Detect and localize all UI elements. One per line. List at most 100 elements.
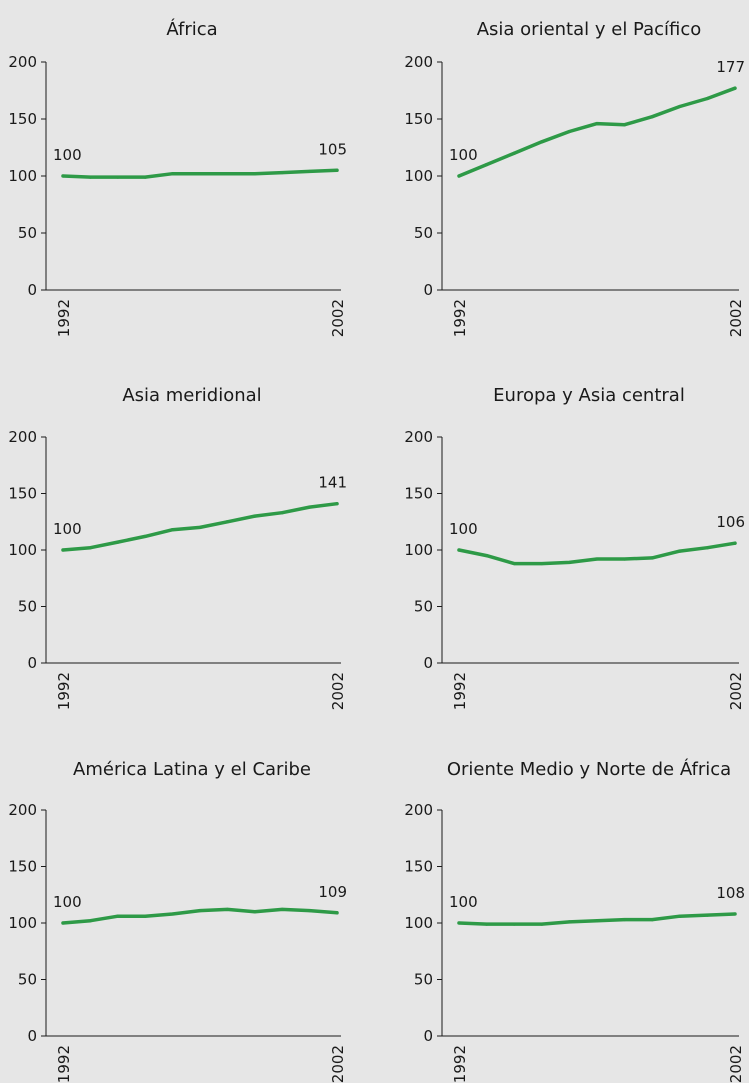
- chart-title: Asia oriental y el Pacífico: [477, 19, 702, 40]
- data-point: [733, 541, 737, 545]
- chart-title: Europa y Asia central: [493, 385, 685, 406]
- y-tick-label: 100: [404, 541, 433, 559]
- start-value-label: 100: [449, 146, 478, 164]
- y-tick-label: 200: [404, 801, 433, 819]
- end-value-label: 141: [318, 474, 347, 492]
- y-tick-label: 150: [8, 110, 37, 128]
- data-point: [88, 546, 92, 550]
- chart-panel: Europa y Asia central 0 50 100 150 200 1992 200…: [404, 385, 745, 710]
- data-point: [280, 511, 284, 515]
- data-point: [650, 918, 654, 922]
- series-line: [457, 86, 737, 178]
- data-point: [512, 922, 516, 926]
- start-value-label: 100: [449, 893, 478, 911]
- data-point: [198, 525, 202, 530]
- y-tick-label: 100: [8, 914, 37, 932]
- y-tick-label: 200: [8, 428, 37, 446]
- data-point: [623, 918, 627, 922]
- end-value-label: 105: [318, 140, 347, 158]
- y-tick-label: 0: [27, 281, 37, 299]
- data-point: [143, 534, 147, 539]
- data-point: [595, 919, 599, 923]
- x-tick-label: 2002: [727, 672, 745, 710]
- data-point: [623, 557, 627, 561]
- data-point: [308, 505, 312, 509]
- x-tick-label: 1992: [451, 672, 469, 710]
- data-point: [540, 140, 544, 144]
- data-point: [595, 557, 599, 561]
- data-point: [705, 913, 710, 917]
- data-point: [61, 174, 65, 178]
- start-value-label: 100: [53, 146, 82, 164]
- start-value-label: 100: [53, 893, 82, 911]
- x-tick-label: 2002: [329, 1045, 347, 1083]
- data-point: [733, 912, 737, 916]
- y-tick-label: 200: [404, 53, 433, 71]
- end-value-label: 109: [318, 883, 347, 901]
- data-point: [198, 908, 202, 913]
- data-point: [705, 546, 710, 550]
- y-tick-label: 100: [404, 167, 433, 185]
- data-point: [705, 96, 710, 101]
- chart-title: África: [166, 18, 217, 40]
- data-point: [143, 914, 147, 918]
- chart-panel: Asia meridional 0 50 100 150 200 1992 2002 100 14…: [8, 385, 347, 710]
- data-point: [280, 907, 284, 912]
- data-point: [335, 502, 339, 506]
- data-point: [61, 548, 65, 552]
- y-tick-label: 50: [414, 598, 433, 616]
- data-point: [733, 86, 737, 90]
- data-point: [567, 129, 572, 134]
- data-point: [143, 175, 147, 179]
- y-tick-label: 50: [18, 224, 37, 242]
- data-point: [198, 172, 202, 176]
- chart-panel: Asia oriental y el Pacífico 0 50 100 150 200 1…: [404, 19, 745, 337]
- y-tick-label: 50: [414, 224, 433, 242]
- start-value-label: 100: [53, 520, 82, 538]
- data-point: [116, 540, 120, 544]
- y-tick-label: 200: [404, 428, 433, 446]
- y-tick-label: 150: [8, 858, 37, 876]
- data-point: [567, 560, 572, 565]
- data-point: [253, 514, 257, 518]
- data-point: [171, 172, 175, 176]
- data-point: [171, 912, 175, 916]
- data-point: [485, 163, 489, 167]
- data-point: [335, 168, 339, 172]
- y-tick-label: 100: [8, 167, 37, 185]
- y-tick-label: 150: [404, 110, 433, 128]
- y-tick-label: 50: [414, 971, 433, 989]
- end-value-label: 108: [716, 884, 745, 902]
- y-tick-label: 0: [423, 654, 433, 672]
- y-tick-label: 0: [27, 1027, 37, 1045]
- data-point: [623, 123, 627, 127]
- start-value-label: 100: [449, 520, 478, 538]
- x-tick-label: 2002: [727, 299, 745, 337]
- data-point: [485, 922, 489, 926]
- y-tick-label: 50: [18, 598, 37, 616]
- y-tick-label: 100: [404, 914, 433, 932]
- data-point: [457, 548, 461, 552]
- data-point: [335, 911, 339, 915]
- data-point: [308, 169, 312, 174]
- data-point: [512, 561, 516, 566]
- data-point: [171, 528, 175, 532]
- data-point: [225, 520, 229, 524]
- data-point: [457, 174, 461, 178]
- chart-title: Oriente Medio y Norte de África: [447, 758, 731, 780]
- chart-panel: Oriente Medio y Norte de África 0 50 100 150…: [404, 758, 745, 1083]
- chart-title: América Latina y el Caribe: [73, 759, 311, 780]
- y-tick-label: 150: [404, 485, 433, 503]
- x-tick-label: 2002: [329, 672, 347, 710]
- x-tick-label: 2002: [727, 1045, 745, 1083]
- data-point: [280, 170, 284, 175]
- x-tick-label: 1992: [55, 299, 73, 337]
- y-tick-label: 200: [8, 53, 37, 71]
- data-point: [650, 115, 654, 119]
- series-line: [457, 912, 737, 926]
- y-tick-label: 150: [8, 485, 37, 503]
- data-point: [253, 910, 257, 914]
- data-point: [678, 914, 682, 918]
- y-tick-label: 100: [8, 541, 37, 559]
- data-point: [650, 556, 654, 560]
